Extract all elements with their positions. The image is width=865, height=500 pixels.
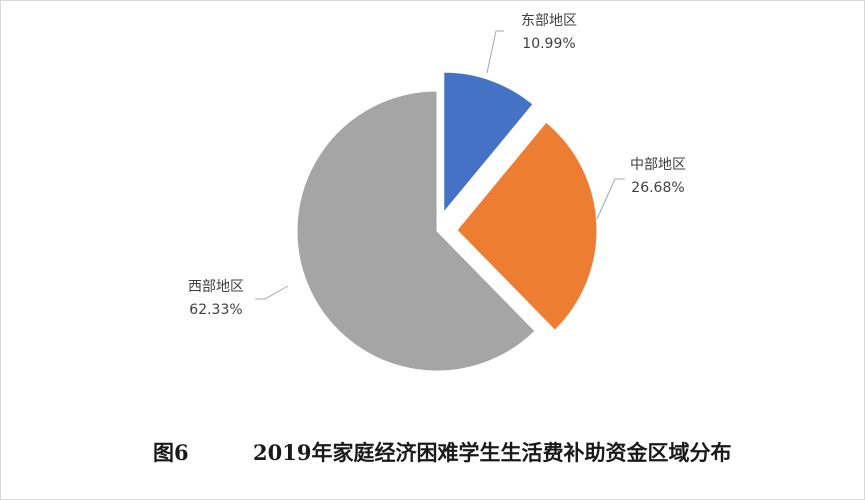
pie-chart: 东部地区 10.99% 中部地区 26.68% 西部地区 62.33% bbox=[188, 13, 686, 372]
slice-label-east-value: 10.99% bbox=[522, 36, 575, 52]
slice-label-central-value: 26.68% bbox=[631, 180, 684, 196]
pie-slice-central bbox=[456, 121, 598, 331]
leader-line-east bbox=[486, 30, 504, 74]
figure-title: 2019年家庭经济困难学生生活费补助资金区域分布 bbox=[253, 440, 732, 465]
slice-label-central-name: 中部地区 bbox=[630, 157, 686, 173]
slice-label-west-name: 西部地区 bbox=[188, 279, 244, 295]
slice-label-east-name: 东部地区 bbox=[521, 13, 577, 29]
leader-line-west bbox=[255, 285, 289, 300]
figure-number: 图6 bbox=[153, 440, 189, 465]
slice-label-east: 东部地区 10.99% bbox=[521, 13, 577, 52]
slice-label-central: 中部地区 26.68% bbox=[630, 157, 686, 196]
slice-label-west: 西部地区 62.33% bbox=[188, 279, 244, 318]
leader-line-central bbox=[596, 178, 625, 220]
figure-caption: 图6 2019年家庭经济困难学生生活费补助资金区域分布 bbox=[1, 433, 864, 473]
slice-label-west-value: 62.33% bbox=[189, 302, 242, 318]
leader-lines bbox=[255, 30, 625, 300]
pie-slice-east bbox=[443, 71, 534, 214]
pie-slice-west bbox=[296, 90, 536, 372]
pie-slices bbox=[296, 71, 598, 372]
